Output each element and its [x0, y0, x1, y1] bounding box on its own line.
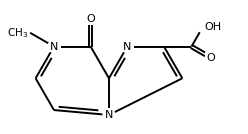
Text: N: N: [50, 42, 58, 52]
Text: N: N: [105, 110, 113, 120]
Text: CH$_3$: CH$_3$: [7, 26, 28, 40]
Text: OH: OH: [204, 23, 221, 32]
Text: O: O: [86, 14, 95, 24]
Text: O: O: [206, 53, 215, 63]
Text: N: N: [123, 42, 131, 52]
